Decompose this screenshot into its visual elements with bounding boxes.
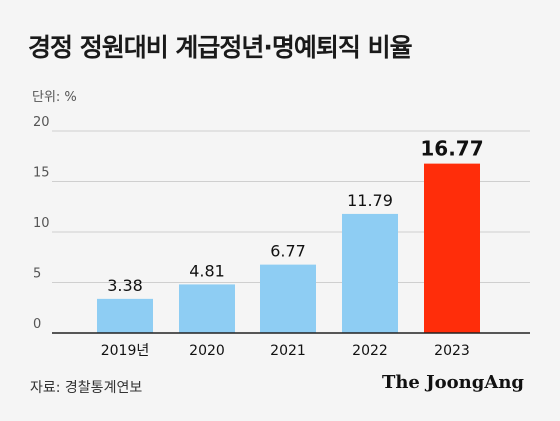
x-tick-label: 2020 <box>189 343 225 359</box>
data-label: 16.77 <box>420 137 483 161</box>
bar <box>342 213 398 333</box>
bar <box>179 284 235 333</box>
data-label: 3.38 <box>107 276 143 295</box>
bar <box>424 163 480 333</box>
x-tick-label: 2022 <box>352 343 388 359</box>
y-tick-label: 15 <box>33 166 50 181</box>
chart-title: 경정 정원대비 계급정년·명예퇴직 비율 <box>28 33 413 62</box>
x-tick-label: 2023 <box>434 343 470 359</box>
y-tick-label: 10 <box>33 216 50 231</box>
y-tick-label: 5 <box>33 267 41 282</box>
data-label: 6.77 <box>270 242 306 261</box>
y-tick-label: 20 <box>33 115 50 130</box>
source-note: 자료: 경찰통계연보 <box>30 380 143 396</box>
brand-logo: The JoongAng <box>381 372 524 393</box>
y-tick-label: 0 <box>33 317 41 332</box>
bar <box>97 298 153 333</box>
unit-label: 단위: % <box>32 90 77 105</box>
bar <box>260 264 316 333</box>
x-tick-label: 2021 <box>270 343 306 359</box>
data-label: 11.79 <box>347 191 393 210</box>
x-tick-label: 2019년 <box>101 343 150 359</box>
data-label: 4.81 <box>189 261 225 280</box>
